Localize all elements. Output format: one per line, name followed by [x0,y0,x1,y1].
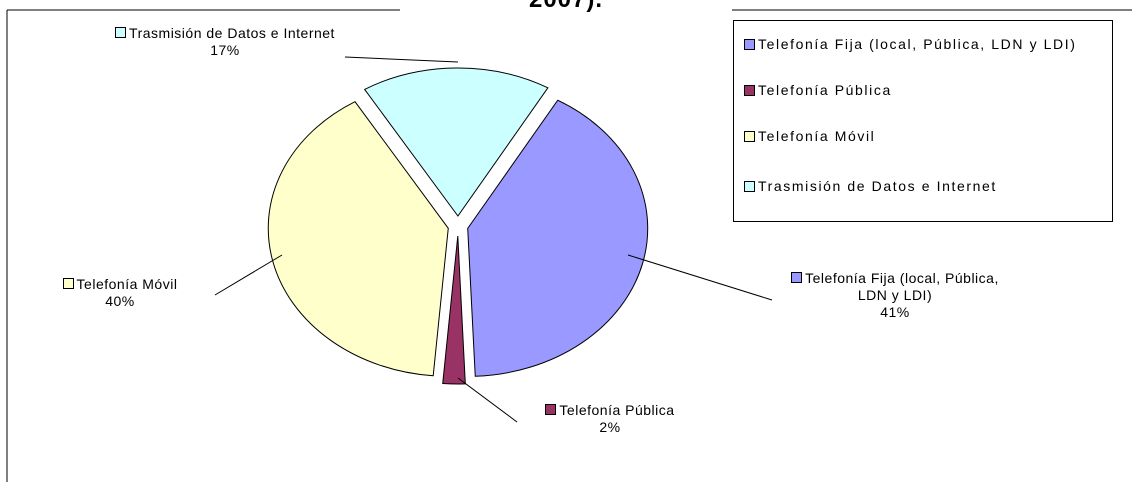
legend-entry: Telefonía Pública [742,81,1118,99]
pie-slice [442,235,466,385]
legend-label: Telefonía Pública [758,82,892,98]
legend-entry: Telefonía Móvil [742,127,1118,145]
label-swatch [115,27,127,38]
leader-line [344,56,459,63]
data-label: Telefonía Móvil 40% [20,276,220,310]
legend-label: Trasmisión de Datos e Internet [758,178,997,194]
legend-swatch [744,85,755,96]
chart-title: 2007). [400,0,732,14]
label-name: Telefonía Pública [559,402,675,418]
label-swatch [545,404,557,415]
label-swatch [62,278,74,289]
leader-line [214,254,283,296]
pie-slice [267,101,449,377]
legend-swatch [744,131,755,142]
legend-entry: Trasmisión de Datos e Internet [742,177,1118,195]
label-value: 40% [105,293,135,309]
label-swatch [791,272,803,283]
data-label: Trasmisión de Datos e Internet 17% [105,25,345,59]
label-name: Trasmisión de Datos e Internet [129,25,335,41]
pie-slice [467,99,649,377]
data-label: Telefonía Fija (local, Pública, LDN y LD… [775,270,1015,321]
legend-label: Telefonía Móvil [758,128,876,144]
legend: Telefonía Fija (local, Pública, LDN y LD… [733,20,1113,222]
pie-slice [363,67,549,217]
data-label: Telefonía Pública 2% [510,402,710,436]
legend-entry: Telefonía Fija (local, Pública, LDN y LD… [742,35,1118,53]
label-name: Telefonía Fija (local, Pública, LDN y LD… [805,270,999,303]
leader-line [627,254,773,301]
legend-swatch [744,39,755,50]
legend-swatch [744,181,755,192]
label-value: 17% [210,42,240,58]
label-value: 2% [599,419,621,435]
label-value: 41% [880,304,910,320]
label-name: Telefonía Móvil [76,276,178,292]
legend-label: Telefonía Fija (local, Pública, LDN y LD… [758,36,1077,52]
leader-line [457,377,518,423]
